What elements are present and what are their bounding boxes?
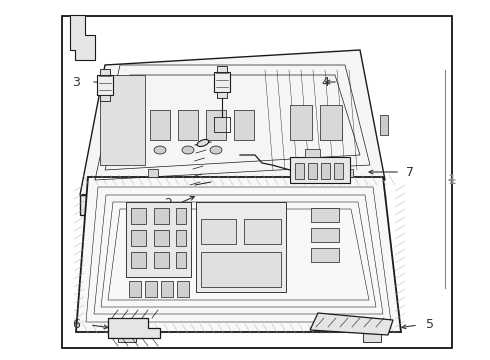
Bar: [176, 252, 186, 268]
Bar: [305, 149, 320, 157]
Ellipse shape: [210, 146, 222, 154]
Bar: [343, 169, 353, 177]
Bar: [161, 281, 173, 297]
Polygon shape: [80, 50, 385, 195]
Bar: [290, 157, 350, 183]
Bar: [206, 110, 226, 140]
Bar: [100, 69, 110, 75]
Bar: [129, 281, 141, 297]
Bar: [145, 281, 157, 297]
Text: 2: 2: [164, 197, 172, 210]
Bar: [201, 252, 281, 287]
Ellipse shape: [182, 146, 194, 154]
Text: 3: 3: [72, 76, 80, 89]
Bar: [311, 228, 339, 242]
Polygon shape: [70, 15, 95, 60]
Bar: [154, 208, 169, 224]
Text: 5: 5: [426, 319, 434, 332]
Text: 4: 4: [321, 76, 329, 89]
Polygon shape: [108, 318, 160, 338]
Bar: [234, 110, 254, 140]
Bar: [131, 252, 146, 268]
Bar: [320, 105, 342, 140]
Polygon shape: [80, 195, 385, 215]
Bar: [131, 208, 146, 224]
Bar: [311, 248, 339, 262]
Bar: [177, 281, 189, 297]
Bar: [311, 208, 339, 222]
Bar: [321, 163, 330, 179]
Polygon shape: [118, 332, 136, 342]
Polygon shape: [363, 332, 381, 342]
Bar: [154, 252, 169, 268]
Bar: [131, 230, 146, 246]
Bar: [100, 95, 110, 101]
Bar: [178, 110, 198, 140]
Bar: [176, 208, 186, 224]
Bar: [308, 163, 317, 179]
Polygon shape: [100, 75, 145, 165]
Polygon shape: [76, 177, 401, 332]
Bar: [97, 75, 113, 95]
Bar: [217, 92, 227, 98]
Bar: [214, 72, 230, 92]
Polygon shape: [126, 202, 191, 277]
Text: 1: 1: [447, 173, 457, 187]
Bar: [217, 66, 227, 72]
Bar: [244, 219, 281, 244]
Bar: [290, 105, 312, 140]
Bar: [201, 219, 236, 244]
Ellipse shape: [154, 146, 166, 154]
Bar: [196, 202, 286, 292]
Bar: [148, 169, 158, 177]
Bar: [150, 110, 170, 140]
Text: 7: 7: [406, 166, 414, 179]
Polygon shape: [310, 313, 393, 335]
Bar: [62, 16, 452, 348]
Bar: [176, 230, 186, 246]
Bar: [295, 163, 304, 179]
Ellipse shape: [197, 140, 209, 147]
Text: 6: 6: [72, 319, 80, 332]
Bar: [154, 230, 169, 246]
Bar: [334, 163, 343, 179]
Bar: [380, 115, 388, 135]
